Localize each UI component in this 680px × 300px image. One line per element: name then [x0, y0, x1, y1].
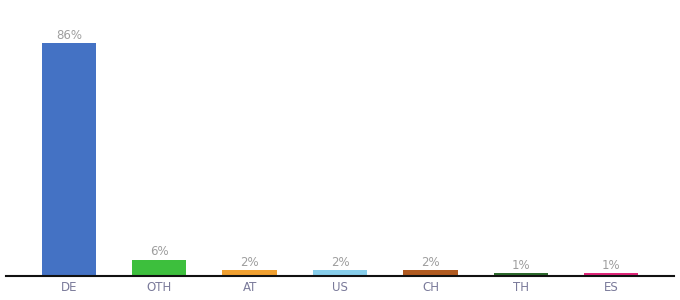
Text: 86%: 86% — [56, 29, 82, 42]
Text: 2%: 2% — [421, 256, 440, 269]
Text: 2%: 2% — [330, 256, 350, 269]
Bar — [132, 260, 186, 276]
Text: 6%: 6% — [150, 245, 169, 258]
Text: 1%: 1% — [602, 259, 620, 272]
Bar — [41, 44, 96, 276]
Bar — [313, 271, 367, 276]
Text: 1%: 1% — [511, 259, 530, 272]
Bar — [494, 273, 548, 276]
Text: 2%: 2% — [240, 256, 259, 269]
Bar — [584, 273, 639, 276]
Bar — [403, 271, 458, 276]
Bar — [222, 271, 277, 276]
